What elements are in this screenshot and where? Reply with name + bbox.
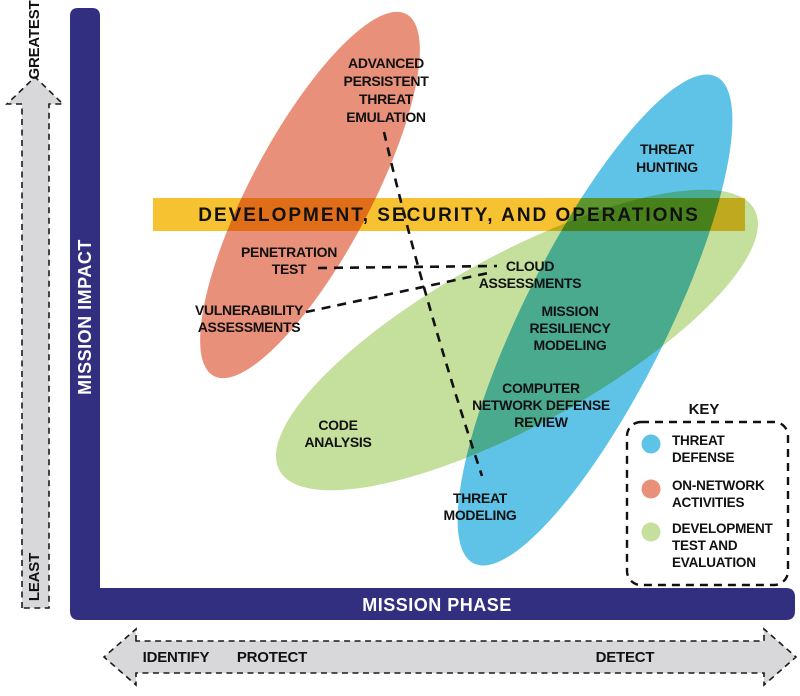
label-line: PENETRATION	[241, 244, 337, 260]
label-line: RESILIENCY	[529, 320, 611, 336]
mission-phase-arrow: IDENTIFY PROTECT DETECT	[102, 627, 798, 687]
impact-least-label: LEAST	[26, 553, 43, 601]
key-label-line: EVALUATION	[672, 555, 756, 570]
key-dot-development-test-evaluation	[641, 522, 661, 542]
label-line: THREAT	[453, 490, 508, 506]
label-line: PERSISTENT	[344, 73, 430, 89]
label-line: COMPUTER	[502, 380, 580, 396]
phase-arrow-shape	[102, 627, 798, 687]
key-label-line: ACTIVITIES	[672, 495, 744, 510]
devsecops-band-label: DEVELOPMENT, SECURITY, AND OPERATIONS	[198, 205, 700, 226]
label-line: TEST	[272, 261, 307, 277]
label-line: MISSION	[541, 303, 598, 319]
key-box	[625, 420, 790, 587]
mission-impact-arrow: GREATEST LEAST	[5, 0, 65, 609]
label-line: THREAT	[359, 91, 414, 107]
label-line: THREAT	[640, 141, 695, 157]
impact-greatest-label: GREATEST	[26, 0, 43, 79]
label-cloud-assessments: CLOUD ASSESSMENTS	[479, 258, 582, 291]
key-label-line: DEFENSE	[672, 450, 735, 465]
impact-arrow-shape	[5, 75, 65, 609]
connector-penetration-test-to-cloud	[317, 264, 498, 270]
label-line: MODELING	[533, 337, 606, 353]
label-apt-emulation: ADVANCED PERSISTENT THREAT EMULATION	[344, 55, 430, 125]
label-line: VULNERABILITY	[195, 302, 304, 318]
key-dot-threat-defense	[641, 434, 661, 454]
label-line: ASSESSMENTS	[198, 319, 301, 335]
key-title: KEY	[689, 401, 720, 418]
phase-detect-label: DETECT	[596, 649, 655, 666]
label-mission-resiliency-modeling: MISSION RESILIENCY MODELING	[529, 303, 611, 353]
label-line: CODE	[318, 417, 357, 433]
label-line: CLOUD	[506, 258, 554, 274]
key-label-line: ON-NETWORK	[672, 478, 765, 493]
label-line: HUNTING	[636, 159, 698, 175]
key-legend: KEY THREAT DEFENSE ON-NETWORK ACTIVITIES…	[625, 401, 790, 587]
label-penetration-test: PENETRATION TEST	[241, 244, 337, 277]
label-line: ANALYSIS	[304, 434, 371, 450]
y-axis-title: MISSION IMPACT	[75, 239, 95, 395]
connector-apt-to-threat-modeling	[382, 131, 484, 477]
label-line: NETWORK DEFENSE	[472, 397, 610, 413]
label-line: REVIEW	[514, 414, 569, 430]
key-label-line: DEVELOPMENT	[672, 521, 774, 536]
x-axis-title: MISSION PHASE	[362, 595, 512, 615]
devsecops-band	[153, 198, 745, 231]
key-label-line: TEST AND	[672, 538, 738, 553]
label-line: ASSESSMENTS	[479, 275, 582, 291]
label-code-analysis: CODE ANALYSIS	[304, 417, 371, 450]
threat-defense-ellipse	[457, 74, 733, 566]
phase-identify-label: IDENTIFY	[143, 649, 210, 666]
phase-protect-label: PROTECT	[237, 649, 307, 666]
label-vulnerability-assessments: VULNERABILITY ASSESSMENTS	[195, 302, 304, 335]
ellipse-layer	[153, 11, 758, 566]
label-line: EMULATION	[346, 109, 426, 125]
label-threat-modeling: THREAT MODELING	[443, 490, 517, 523]
label-line: MODELING	[443, 507, 516, 523]
connector-lines	[305, 131, 498, 477]
on-network-activities-ellipse	[200, 11, 420, 379]
key-label-line: THREAT	[672, 433, 725, 448]
label-threat-hunting: THREAT HUNTING	[636, 141, 698, 175]
label-line: ADVANCED	[348, 55, 424, 71]
key-dot-on-network-activities	[641, 479, 661, 499]
label-computer-network-defense-review: COMPUTER NETWORK DEFENSE REVIEW	[472, 380, 610, 430]
